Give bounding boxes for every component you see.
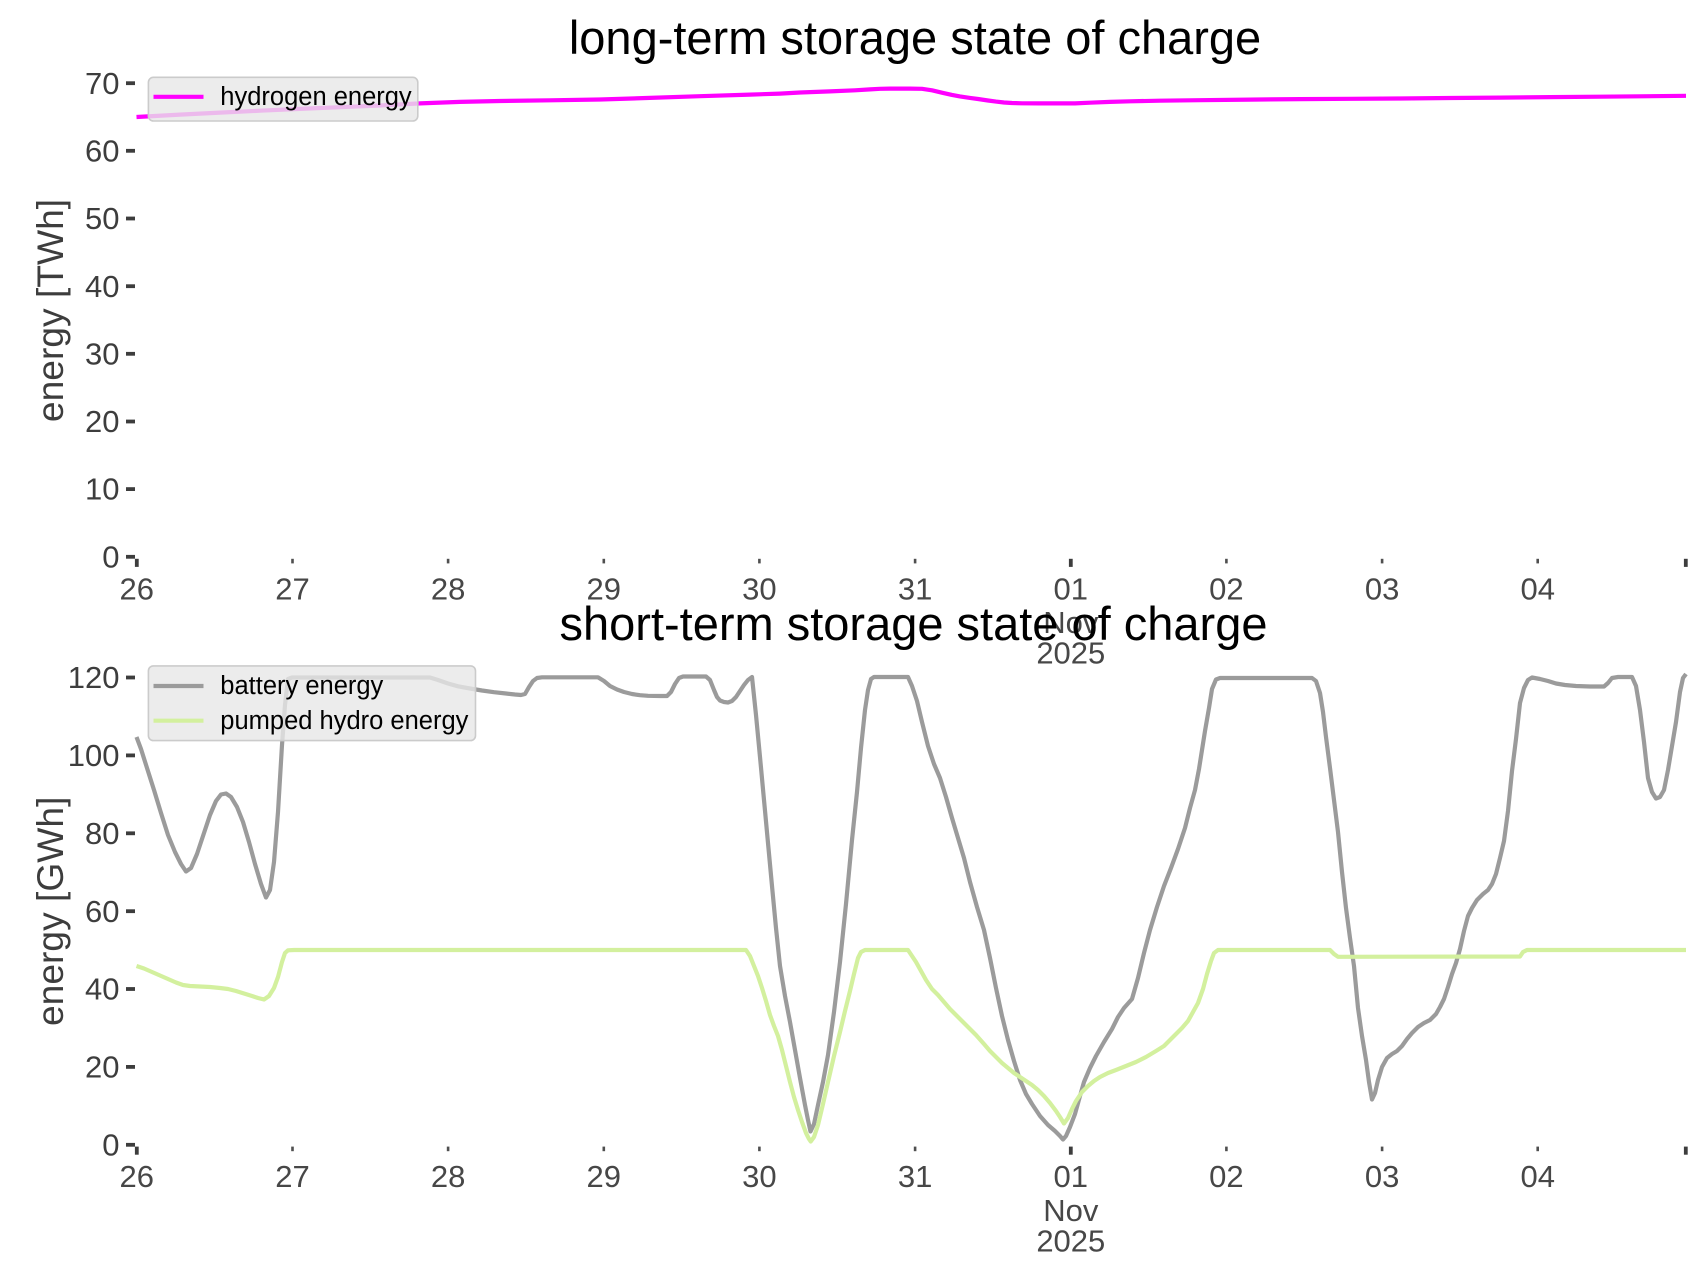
svg-text:29: 29: [587, 1159, 621, 1194]
svg-text:battery energy: battery energy: [220, 672, 383, 700]
svg-text:31: 31: [898, 1159, 932, 1194]
svg-text:100: 100: [68, 738, 120, 773]
svg-text:29: 29: [587, 571, 621, 606]
svg-text:long-term storage state of cha: long-term storage state of charge: [569, 11, 1261, 64]
svg-text:0: 0: [102, 1127, 119, 1162]
svg-text:30: 30: [742, 1159, 776, 1194]
svg-text:40: 40: [85, 269, 119, 304]
svg-text:pumped hydro energy: pumped hydro energy: [220, 707, 468, 735]
svg-text:2025: 2025: [1036, 636, 1105, 671]
svg-text:03: 03: [1365, 571, 1399, 606]
svg-text:04: 04: [1520, 1159, 1554, 1194]
svg-text:80: 80: [85, 816, 119, 851]
svg-text:60: 60: [85, 894, 119, 929]
svg-text:03: 03: [1365, 1159, 1399, 1194]
svg-text:120: 120: [68, 660, 120, 695]
svg-text:02: 02: [1209, 571, 1243, 606]
svg-text:28: 28: [431, 571, 465, 606]
svg-text:40: 40: [85, 972, 119, 1007]
svg-text:short-term storage state of ch: short-term storage state of charge: [560, 597, 1268, 650]
svg-text:01: 01: [1054, 1159, 1088, 1194]
svg-text:26: 26: [120, 571, 154, 606]
svg-text:30: 30: [742, 571, 776, 606]
svg-text:04: 04: [1520, 571, 1554, 606]
svg-text:energy [TWh]: energy [TWh]: [29, 199, 71, 422]
svg-text:Nov: Nov: [1043, 605, 1099, 640]
svg-text:26: 26: [120, 1159, 154, 1194]
svg-text:02: 02: [1209, 1159, 1243, 1194]
svg-text:2025: 2025: [1036, 1224, 1105, 1259]
svg-text:27: 27: [275, 571, 309, 606]
svg-text:Nov: Nov: [1043, 1193, 1099, 1228]
svg-text:27: 27: [275, 1159, 309, 1194]
svg-text:hydrogen energy: hydrogen energy: [220, 83, 412, 111]
svg-text:20: 20: [85, 404, 119, 439]
svg-text:50: 50: [85, 201, 119, 236]
svg-text:31: 31: [898, 571, 932, 606]
svg-text:20: 20: [85, 1050, 119, 1085]
svg-text:0: 0: [102, 539, 119, 574]
svg-text:28: 28: [431, 1159, 465, 1194]
svg-text:30: 30: [85, 336, 119, 371]
svg-text:60: 60: [85, 133, 119, 168]
svg-text:01: 01: [1054, 571, 1088, 606]
svg-text:energy [GWh]: energy [GWh]: [29, 797, 71, 1026]
svg-text:10: 10: [85, 472, 119, 507]
svg-text:70: 70: [85, 66, 119, 101]
